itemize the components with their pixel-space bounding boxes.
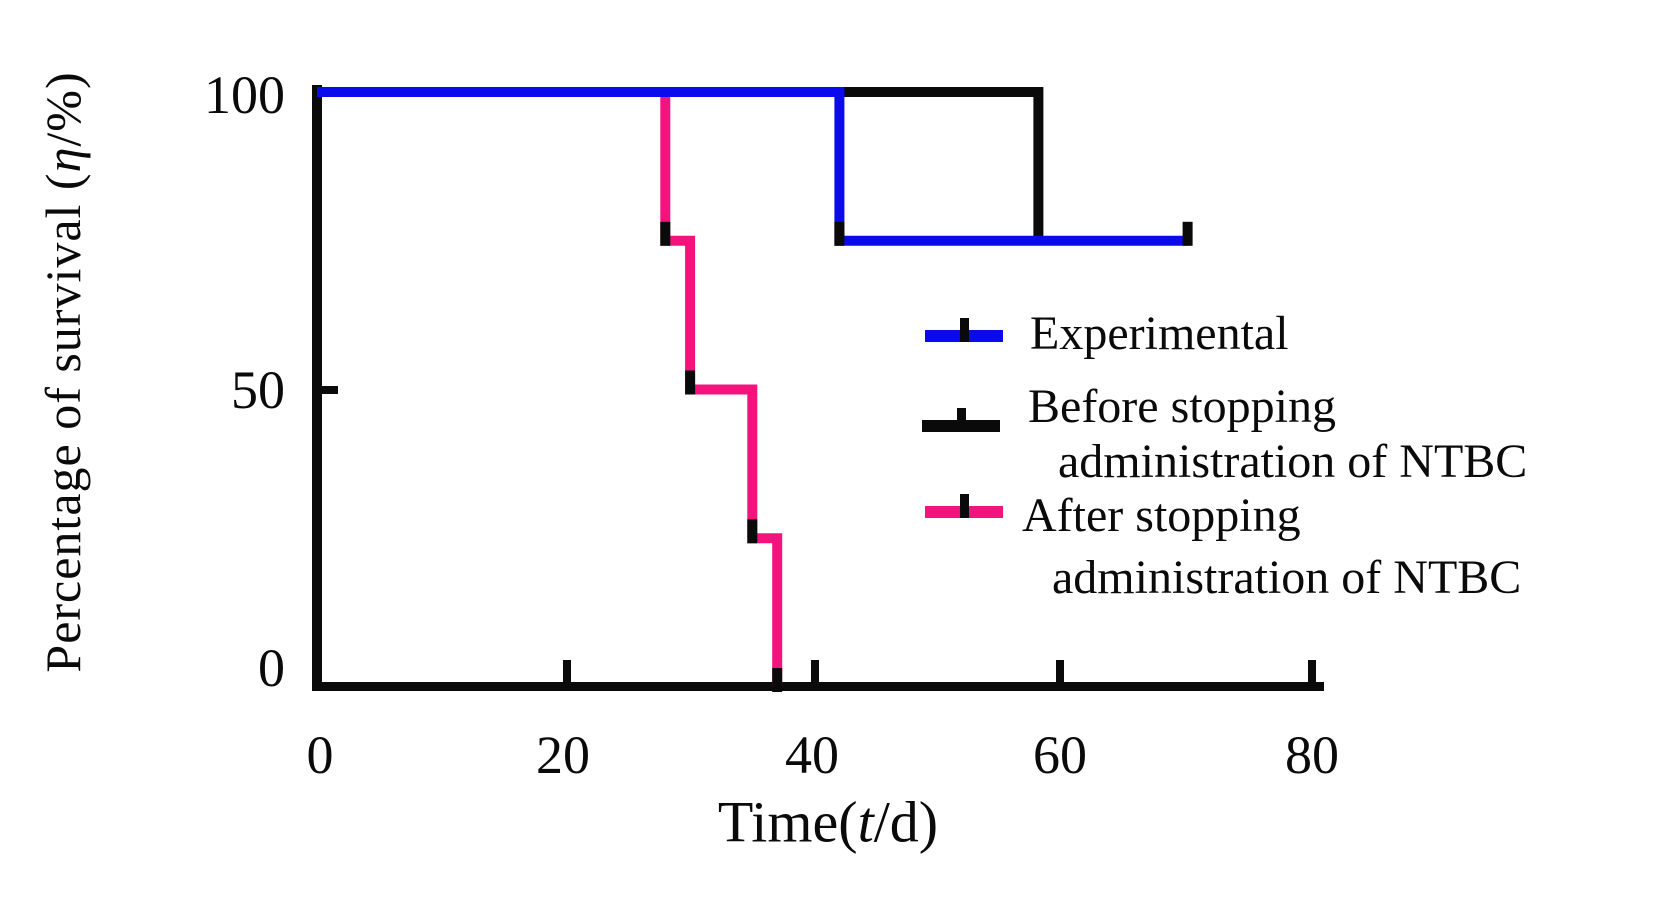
x-axis-title-symbol-t: t bbox=[857, 789, 874, 855]
legend-marker-after-censor-icon bbox=[960, 494, 969, 518]
x-axis-title-prefix: Time( bbox=[717, 789, 858, 855]
x-axis-line bbox=[312, 682, 1324, 691]
censor-mark-icon bbox=[1182, 221, 1193, 246]
x-tick-label-0: 0 bbox=[306, 725, 334, 785]
legend-label-before-line2: administration of NTBC bbox=[1058, 435, 1528, 489]
legend-marker-experimental-censor-icon bbox=[960, 318, 969, 342]
legend-label-after-line1: After stopping bbox=[1022, 489, 1301, 543]
x-tick-label-40: 40 bbox=[785, 725, 839, 785]
x-axis-tick-80 bbox=[1308, 660, 1316, 682]
censor-mark-icon bbox=[834, 221, 845, 246]
x-tick-label-20: 20 bbox=[536, 725, 590, 785]
y-axis-line bbox=[312, 85, 322, 691]
censor-mark-icon bbox=[685, 370, 696, 395]
censor-mark-icon bbox=[747, 519, 758, 544]
legend-label-experimental: Experimental bbox=[1030, 307, 1289, 361]
x-tick-label-60: 60 bbox=[1033, 725, 1087, 785]
x-axis-tick-60 bbox=[1056, 660, 1064, 682]
censor-mark-icon bbox=[660, 221, 671, 246]
legend-marker-before-censor-icon bbox=[957, 408, 966, 432]
y-axis-tick-50 bbox=[322, 386, 338, 394]
series-path-after-stopping-administration-of-ntbc bbox=[317, 87, 783, 687]
x-axis-title-suffix: /d) bbox=[873, 789, 939, 855]
legend-label-after-line2: administration of NTBC bbox=[1052, 551, 1522, 605]
y-tick-label-50: 50 bbox=[231, 360, 285, 420]
x-axis-title: Time(t/d) bbox=[718, 789, 938, 856]
y-tick-label-100: 100 bbox=[204, 65, 285, 125]
x-tick-label-80: 80 bbox=[1285, 725, 1339, 785]
x-axis-tick-20 bbox=[563, 660, 571, 682]
x-axis-tick-40 bbox=[811, 660, 819, 682]
legend-label-before-line1: Before stopping bbox=[1028, 380, 1336, 434]
censor-mark-icon bbox=[772, 668, 783, 692]
series-path-before-stopping-administration-of-ntbc bbox=[317, 87, 1044, 241]
y-tick-label-0: 0 bbox=[258, 638, 285, 698]
series-path-experimental bbox=[317, 87, 1188, 246]
